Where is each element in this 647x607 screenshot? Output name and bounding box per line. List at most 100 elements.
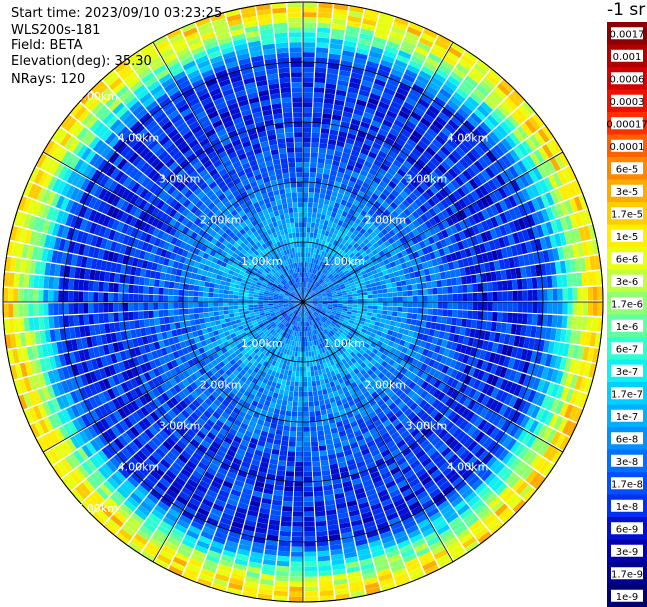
range-gate-cell — [497, 141, 509, 154]
range-gate-cell — [369, 320, 376, 325]
range-gate-cell — [315, 515, 326, 522]
range-gate-cell — [320, 128, 330, 134]
range-gate-cell — [332, 319, 338, 324]
range-gate-cell — [567, 182, 578, 197]
range-gate-cell — [508, 165, 519, 179]
range-gate-cell — [410, 179, 420, 189]
range-gate-cell — [463, 364, 471, 375]
range-gate-cell — [394, 16, 410, 27]
range-gate-cell — [432, 120, 444, 131]
range-gate-cell — [318, 565, 332, 572]
range-gate-cell — [349, 261, 356, 267]
range-gate-cell — [403, 124, 414, 134]
range-gate-cell — [331, 270, 337, 276]
range-gate-cell — [299, 336, 302, 342]
range-gate-cell — [344, 35, 358, 43]
range-gate-cell — [273, 590, 288, 597]
range-gate-cell — [317, 260, 322, 266]
range-gate-cell — [313, 258, 317, 264]
range-gate-cell — [387, 329, 394, 336]
range-gate-cell — [545, 192, 555, 206]
range-gate-cell — [527, 289, 533, 301]
range-gate-cell — [385, 184, 394, 193]
range-gate-cell — [485, 272, 492, 282]
range-gate-cell — [315, 248, 320, 255]
range-gate-cell — [455, 381, 464, 392]
range-gate-cell — [320, 133, 329, 139]
range-gate-cell — [324, 398, 331, 405]
range-gate-cell — [359, 228, 367, 235]
range-gate-cell — [348, 208, 355, 216]
range-gate-cell — [321, 293, 327, 296]
range-gate-cell — [365, 201, 373, 209]
range-gate-cell — [520, 415, 531, 429]
range-gate-cell — [469, 265, 476, 275]
range-gate-cell — [541, 426, 553, 441]
range-gate-cell — [323, 251, 328, 258]
range-gate-cell — [438, 331, 445, 339]
range-gate-cell — [311, 274, 316, 280]
range-gate-cell — [413, 162, 423, 172]
range-gate-cell — [332, 300, 338, 302]
range-gate-cell — [327, 273, 333, 279]
range-gate-cell — [330, 195, 337, 202]
range-gate-cell — [337, 320, 344, 325]
range-gate-cell — [501, 247, 509, 259]
range-gate-cell — [423, 61, 437, 72]
range-gate-cell — [432, 224, 441, 234]
range-gate-cell — [298, 391, 303, 397]
range-gate-cell — [315, 290, 320, 294]
range-gate-cell — [344, 281, 350, 286]
range-gate-cell — [319, 288, 325, 292]
range-gate-cell — [372, 142, 382, 151]
range-gate-cell — [572, 180, 583, 195]
range-gate-cell — [347, 291, 353, 295]
range-gate-cell — [430, 157, 441, 167]
range-gate-cell — [441, 209, 450, 219]
range-gate-cell — [502, 406, 513, 419]
range-gate-cell — [390, 101, 402, 110]
range-gate-cell — [328, 53, 341, 60]
range-gate-cell — [305, 277, 307, 283]
range-gate-cell — [375, 172, 384, 180]
range-gate-cell — [307, 303, 313, 306]
range-gate-cell — [332, 109, 343, 116]
range-gate-cell — [409, 134, 420, 144]
range-gate-cell — [323, 103, 334, 110]
range-gate-cell — [509, 382, 518, 395]
range-gate-cell — [582, 287, 588, 301]
range-gate-cell — [555, 328, 562, 342]
range-gate-cell — [426, 315, 433, 322]
range-gate-cell — [541, 276, 548, 289]
range-gate-cell — [297, 351, 301, 357]
range-gate-cell — [303, 92, 313, 98]
range-gate-cell — [403, 233, 411, 242]
range-gate-cell — [312, 207, 318, 214]
range-gate-cell — [418, 240, 426, 249]
range-gate-cell — [381, 176, 391, 185]
range-gate-cell — [587, 224, 597, 240]
range-gate-cell — [348, 252, 355, 259]
range-gate-cell — [336, 311, 342, 315]
range-gate-cell — [292, 406, 298, 412]
range-gate-cell — [546, 382, 555, 396]
range-gate-cell — [490, 111, 503, 124]
range-gate-cell — [464, 181, 475, 193]
range-gate-cell — [309, 421, 317, 427]
range-gate-cell — [326, 73, 338, 80]
range-gate-cell — [425, 109, 438, 120]
range-gate-cell — [401, 146, 411, 156]
range-gate-cell — [398, 151, 408, 160]
range-gate-cell — [458, 142, 470, 154]
range-gate-cell — [347, 237, 353, 244]
range-gate-cell — [391, 331, 399, 338]
range-gate-cell — [489, 228, 498, 240]
range-gate-cell — [313, 400, 320, 407]
range-gate-cell — [560, 329, 567, 343]
range-gate-cell — [362, 302, 368, 306]
range-gate-cell — [483, 97, 497, 111]
range-gate-cell — [591, 239, 599, 255]
range-gate-cell — [322, 305, 328, 308]
range-gate-cell — [559, 201, 569, 216]
range-gate-cell — [312, 471, 322, 477]
